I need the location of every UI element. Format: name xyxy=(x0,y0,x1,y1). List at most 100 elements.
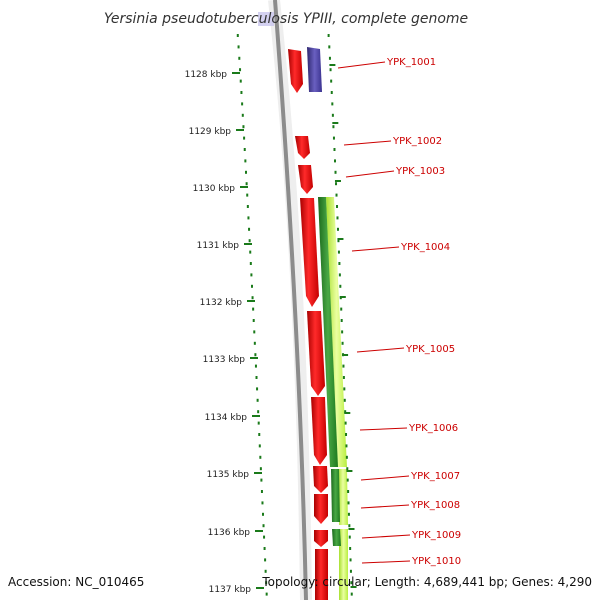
label-leader-line xyxy=(359,427,408,431)
scale-dot xyxy=(255,376,258,379)
orf-light-track xyxy=(326,197,348,600)
scale-dot xyxy=(243,136,246,140)
scale-dot xyxy=(340,319,343,322)
scale-dot xyxy=(349,558,352,562)
scale-dot xyxy=(343,387,346,391)
gene-labels: YPK_1001 YPK_1002 YPK_1003 YPK_1004 YPK_… xyxy=(386,57,461,567)
scale-dot xyxy=(253,341,256,345)
gene-label-YPK_1007: YPK_1007 xyxy=(410,471,460,482)
gene-label-YPK_1008: YPK_1008 xyxy=(410,500,460,511)
tick-label: 1129 kbp xyxy=(189,127,232,137)
cds-YPK_1010 xyxy=(315,549,328,600)
cds-YPK_1006 xyxy=(311,397,327,465)
scale-dot xyxy=(248,227,251,231)
scale-dot xyxy=(260,490,263,493)
scale-dot xyxy=(248,239,251,243)
scale-dot xyxy=(350,581,353,585)
orf-dark-segment xyxy=(331,469,340,522)
scale-dot xyxy=(252,319,255,322)
cds-YPK_1001-reverse xyxy=(307,47,322,92)
scale-dot xyxy=(262,524,265,528)
tick-label: 1132 kbp xyxy=(200,298,243,308)
scale-dot xyxy=(346,478,349,482)
scale-dot xyxy=(338,262,341,265)
gene-label-YPK_1005: YPK_1005 xyxy=(405,344,455,355)
scale-dot xyxy=(254,353,257,357)
scale-ticks xyxy=(232,64,357,589)
scale-dot xyxy=(335,182,338,186)
scale-dot xyxy=(264,569,267,573)
cds-YPK_1009 xyxy=(314,530,328,547)
scale-dot xyxy=(244,159,247,163)
scale-dot xyxy=(257,410,260,414)
tick-label: 1130 kbp xyxy=(193,184,236,194)
scale-dot xyxy=(341,330,344,334)
map-title: Yersinia pseudotuberculosis YPIII, compl… xyxy=(104,11,468,27)
scale-dot xyxy=(249,262,252,265)
outer-ring xyxy=(268,0,312,600)
scale-dot xyxy=(331,102,334,106)
scale-dot xyxy=(345,433,348,436)
gene-label-YPK_1003: YPK_1003 xyxy=(395,166,445,177)
label-leader-line xyxy=(356,347,405,353)
scale-dot xyxy=(336,216,339,220)
scale-dot xyxy=(349,569,352,573)
cds-YPK_1005 xyxy=(307,311,325,396)
scale-dot xyxy=(345,455,348,459)
scale-dot xyxy=(330,79,333,83)
scale-dot xyxy=(332,125,335,129)
label-leader-line xyxy=(337,61,386,69)
tick-label: 1133 kbp xyxy=(203,355,246,365)
scale-dot xyxy=(251,296,254,300)
scale-dot xyxy=(337,250,340,254)
genome-backbone xyxy=(273,0,308,600)
gene-label-YPK_1009: YPK_1009 xyxy=(411,530,461,541)
scale-dot xyxy=(239,68,242,72)
scale-dot xyxy=(329,68,332,72)
topology-text: Topology: circular; Length: 4,689,441 bp… xyxy=(261,575,592,589)
orf-dark-segment xyxy=(332,529,341,546)
scale-dot xyxy=(259,455,262,459)
scale-dot xyxy=(237,45,240,49)
scale-dot xyxy=(342,376,345,379)
label-leader-line xyxy=(351,246,400,252)
orf-light-segment xyxy=(338,469,348,525)
scale-dot xyxy=(344,421,347,425)
scale-dot xyxy=(336,205,339,208)
scale-dot xyxy=(265,592,268,596)
scale-dot xyxy=(337,239,340,243)
scale-dot xyxy=(339,284,342,288)
tick-label: 1134 kbp xyxy=(205,413,248,423)
scale-dot xyxy=(262,512,265,516)
scale-dot xyxy=(259,467,262,471)
scale-dot xyxy=(343,398,346,402)
accession-text: Accession: NC_010465 xyxy=(8,575,144,589)
scale-dot xyxy=(264,558,267,562)
scale-dot xyxy=(335,193,338,197)
scale-dot xyxy=(257,421,260,425)
scale-dot xyxy=(333,148,336,151)
orf-light-segment xyxy=(339,529,348,600)
scale-dot xyxy=(241,113,244,117)
tick-labels: 1128 kbp 1129 kbp 1130 kbp 1131 kbp 1132… xyxy=(185,70,252,595)
scale-dot xyxy=(340,307,343,311)
forward-cds-track xyxy=(288,49,328,600)
scale-dot xyxy=(241,102,244,106)
scale-dot xyxy=(330,91,333,94)
scale-dot xyxy=(258,433,261,436)
scale-dot xyxy=(243,148,246,151)
scale-dot xyxy=(253,330,256,334)
scale-dot xyxy=(334,159,337,163)
cds-YPK_1002 xyxy=(295,136,310,159)
scale-dots-right xyxy=(327,34,353,596)
scale-dot xyxy=(332,136,335,140)
scale-dot xyxy=(327,34,330,37)
scale-dot xyxy=(250,273,253,277)
scale-dot xyxy=(349,547,352,550)
label-leader-line xyxy=(360,475,410,481)
scale-dot xyxy=(238,56,241,60)
tick-label: 1135 kbp xyxy=(207,470,250,480)
scale-dot xyxy=(338,273,341,277)
scale-dot xyxy=(240,91,243,94)
